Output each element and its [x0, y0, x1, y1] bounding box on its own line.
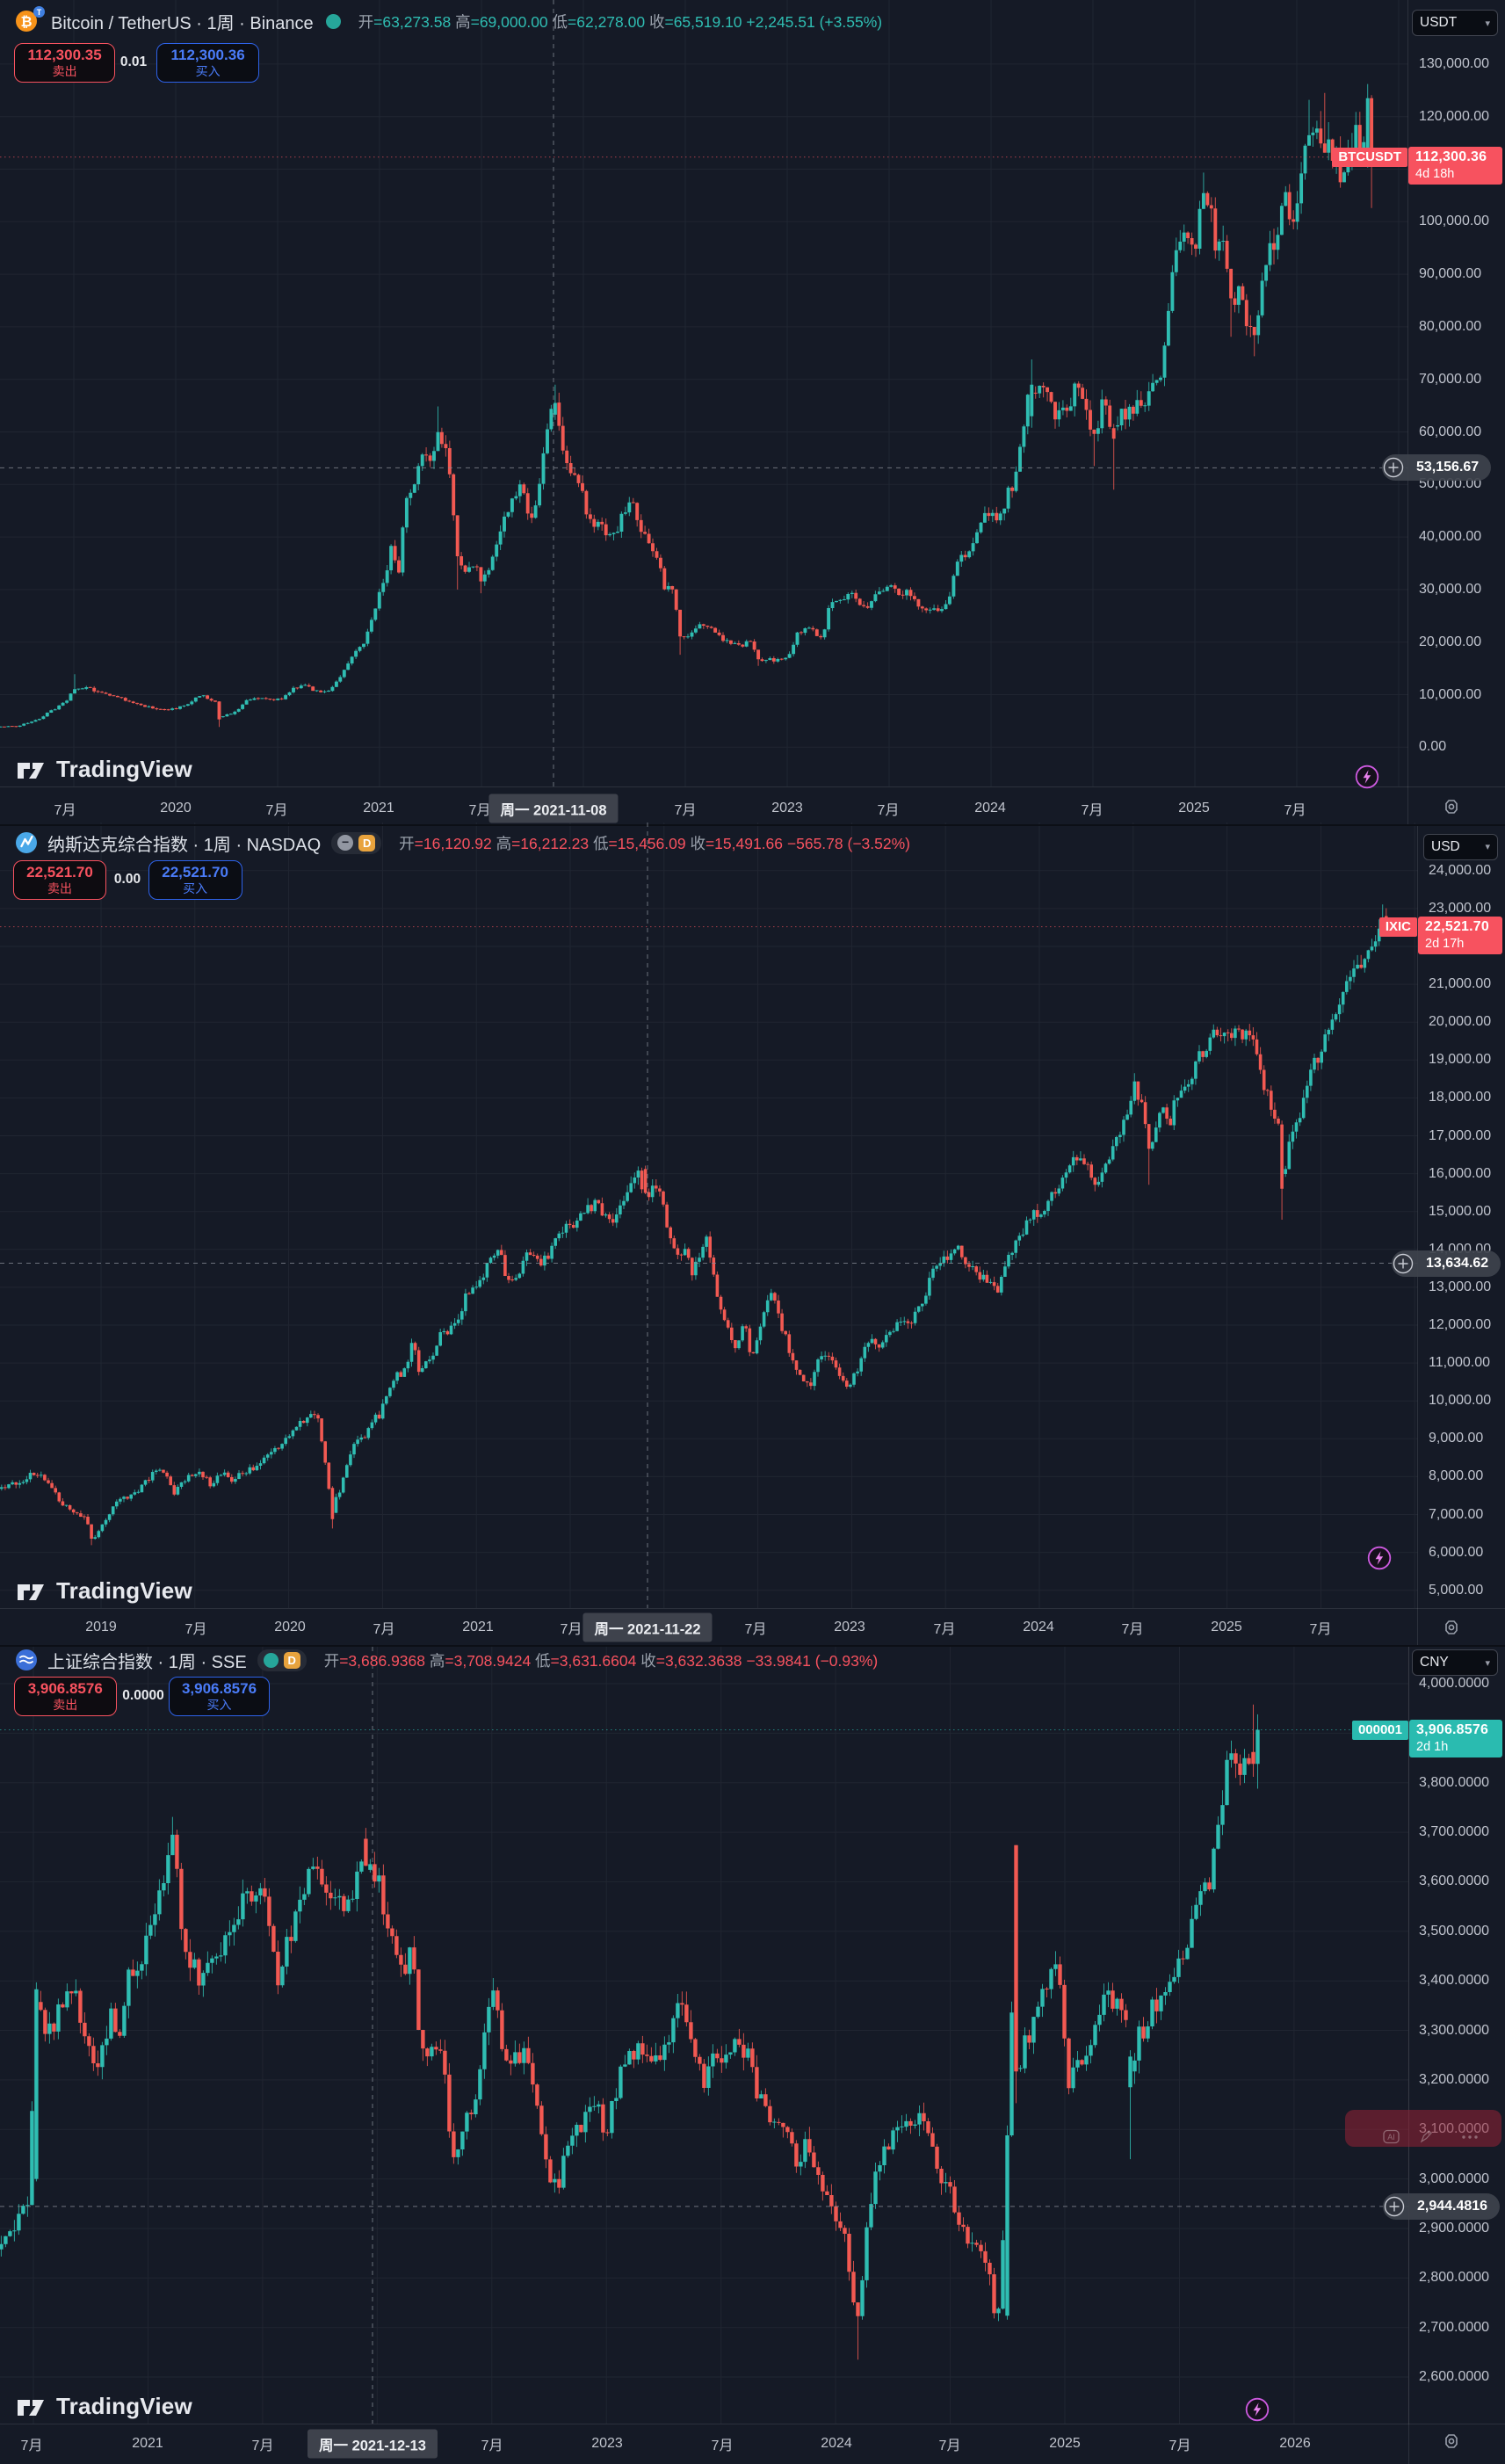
- svg-text:₿: ₿: [20, 14, 32, 30]
- svg-text:T: T: [37, 8, 42, 17]
- svg-text:AI: AI: [1387, 2133, 1395, 2142]
